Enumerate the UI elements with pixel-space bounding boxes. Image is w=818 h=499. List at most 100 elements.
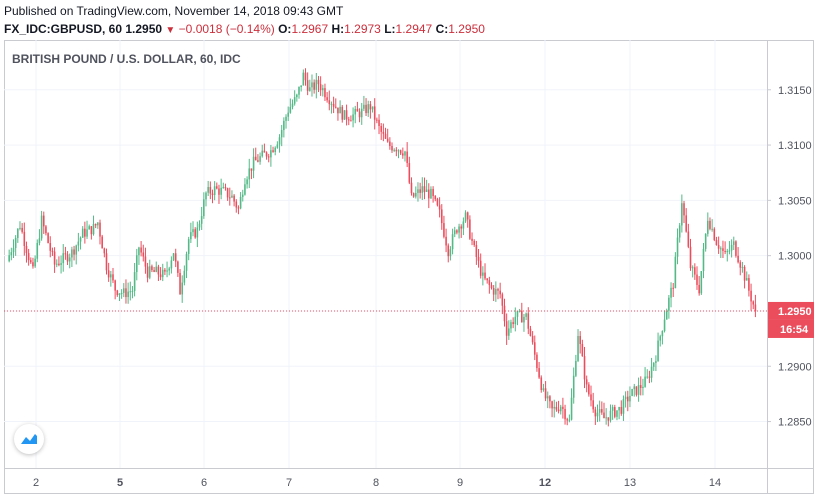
candle-body	[531, 335, 534, 343]
time-axis[interactable]: 2 5 6 7 8 9 12 13 14	[33, 477, 721, 489]
candle-body	[62, 253, 65, 264]
candle-body	[581, 344, 584, 357]
candle-body	[683, 203, 685, 216]
candle-body	[419, 189, 421, 193]
candle-body	[36, 242, 39, 259]
chart-panel[interactable]: 1.2950 16:54 1.3150 1.3100 1.3050 1.3000 1.29…	[4, 40, 814, 494]
candle-body	[92, 223, 95, 235]
candle-body	[432, 188, 434, 197]
candle-body	[549, 396, 551, 402]
candle-body	[702, 248, 705, 272]
candle-body	[529, 328, 532, 336]
candle-body	[174, 253, 177, 262]
candle-body	[60, 263, 62, 265]
candle-body	[694, 267, 696, 275]
last-price-line: 1.2950 16:54	[4, 301, 814, 338]
candle-body	[609, 410, 612, 421]
candle-body	[704, 233, 707, 249]
candle-body	[551, 401, 553, 409]
candle-body	[436, 199, 439, 206]
candle-body	[503, 305, 506, 322]
candle-body	[330, 103, 333, 105]
candle-body	[709, 220, 711, 229]
candle-body	[138, 247, 140, 256]
candle-body	[542, 388, 545, 390]
candle-body	[263, 150, 266, 153]
candle-body	[533, 342, 536, 355]
candle-body	[553, 406, 556, 409]
candle-body	[427, 189, 430, 199]
x-tick-label: 12	[539, 477, 551, 489]
candle-body	[350, 120, 352, 122]
candle-body	[250, 168, 253, 171]
candle-body	[81, 228, 84, 238]
candle-body	[213, 186, 216, 195]
candle-body	[434, 196, 437, 200]
candle-body	[90, 226, 93, 235]
candle-body	[451, 234, 454, 250]
candle-body	[752, 301, 755, 305]
candle-body	[642, 386, 644, 388]
candle-body	[423, 186, 426, 192]
candle-body	[224, 187, 227, 189]
candle-body	[222, 187, 225, 189]
candle-body	[620, 406, 623, 414]
low-label: L:	[384, 22, 396, 36]
candle-body	[103, 248, 106, 254]
candle-body	[397, 150, 400, 152]
candle-body	[146, 266, 149, 278]
y-tick-label: 1.3100	[778, 140, 812, 152]
candle-body	[469, 219, 471, 239]
candle-body	[384, 133, 387, 139]
candle-body	[611, 407, 614, 411]
candle-body	[280, 130, 283, 138]
candle-body	[462, 221, 465, 229]
candle-body	[456, 230, 458, 233]
price-chart[interactable]: 1.2950 16:54 1.3150 1.3100 1.3050 1.3000 1.29…	[4, 40, 814, 494]
candle-body	[460, 226, 463, 229]
tradingview-logo-button[interactable]	[14, 424, 44, 454]
candle-body	[233, 195, 235, 202]
candle-body	[730, 244, 733, 251]
candle-body	[116, 290, 119, 296]
candle-body	[123, 288, 125, 293]
price-change: −0.0018 (−0.14%)	[178, 22, 275, 36]
candle-body	[265, 152, 268, 157]
candle-body	[711, 228, 713, 230]
candle-body	[603, 412, 605, 419]
candle-body	[332, 103, 335, 107]
candle-body	[302, 72, 305, 86]
candle-body	[605, 417, 607, 419]
candle-body	[66, 254, 69, 262]
candle-body	[192, 229, 194, 233]
candle-body	[164, 269, 166, 272]
candle-body	[101, 236, 103, 249]
candle-body	[352, 114, 354, 121]
candle-body	[678, 225, 681, 238]
candle-body	[479, 260, 482, 276]
candle-body	[577, 336, 579, 361]
candle-body	[724, 250, 726, 252]
candle-body	[311, 82, 313, 88]
candle-body	[447, 245, 450, 257]
candle-body	[209, 187, 212, 194]
candle-body	[490, 285, 493, 288]
candle-body	[657, 340, 659, 362]
last-price-tag-label: 1.2950	[778, 306, 812, 318]
candle-body	[309, 87, 311, 91]
x-tick-label: 14	[709, 477, 721, 489]
candle-body	[590, 394, 592, 401]
candle-body	[159, 274, 162, 278]
candle-body	[518, 310, 521, 312]
candle-body	[508, 328, 510, 336]
candle-body	[42, 215, 45, 227]
candle-body	[458, 226, 460, 233]
price-axis[interactable]: 1.3150 1.3100 1.3050 1.3000 1.2900 1.2850	[767, 85, 812, 429]
candle-body	[17, 228, 19, 238]
candle-body	[341, 106, 344, 120]
candle-body	[198, 223, 201, 228]
candle-body	[237, 207, 240, 209]
candle-body	[205, 192, 207, 200]
last-price-tag	[768, 301, 814, 320]
candle-body	[650, 366, 653, 378]
